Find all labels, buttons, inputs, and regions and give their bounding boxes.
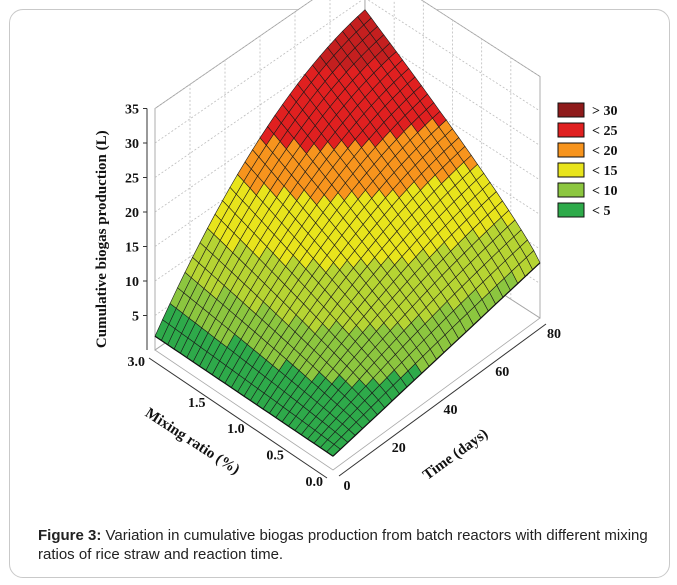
legend-label: < 20: [592, 144, 617, 159]
legend-swatch: [557, 102, 585, 118]
y-axis-label: Mixing ratio (%): [142, 405, 242, 478]
surface-plot: 5 10 15 20 25 30 35 Cumulative biogas productio…: [94, 0, 617, 494]
y-tick-label: 0.5: [266, 449, 284, 464]
legend-label: < 5: [592, 204, 610, 219]
z-tick-label: 10: [125, 275, 139, 290]
z-tick-label: 35: [125, 103, 139, 118]
legend-label: < 10: [592, 184, 617, 199]
surface-mesh: [154, 9, 541, 457]
y-tick-label: 1.0: [227, 422, 245, 437]
legend-swatch: [557, 142, 585, 158]
caption-label: Figure 3:: [38, 527, 102, 544]
z-tick-label: 30: [125, 137, 139, 152]
x-tick-label: 80: [547, 327, 561, 342]
x-tick-label: 40: [444, 403, 458, 418]
legend-label: < 15: [592, 164, 617, 179]
y-tick-label: 1.5: [188, 396, 206, 411]
legend-swatch: [557, 122, 585, 138]
z-tick-label: 20: [125, 206, 139, 221]
legend-label: > 30: [592, 104, 617, 119]
figure-caption: Figure 3: Variation in cumulative biogas…: [38, 526, 658, 564]
surface-edge: [154, 335, 334, 457]
grid-line: [367, 0, 541, 112]
legend-swatch: [557, 182, 585, 198]
z-tick-label: 25: [125, 172, 139, 187]
legend: > 30 < 25 < 20 < 15 < 10 < 5: [557, 102, 617, 219]
y-tick-label: 3.0: [128, 355, 146, 370]
legend-swatch: [557, 162, 585, 178]
x-tick-label: 60: [495, 365, 509, 380]
legend-label: < 25: [592, 124, 617, 139]
x-axis: [338, 323, 547, 477]
legend-swatch: [557, 202, 585, 218]
z-tick-label: 15: [125, 241, 139, 256]
x-tick-label: 0: [344, 479, 351, 494]
y-axis: [148, 357, 328, 479]
y-tick-label: 0.0: [306, 475, 324, 490]
z-axis-label: Cumulative biogas production (L): [94, 130, 110, 348]
grid-line: [154, 0, 363, 144]
caption-text: Variation in cumulative biogas productio…: [38, 527, 648, 563]
z-tick-label: 5: [132, 310, 139, 325]
x-tick-label: 20: [392, 441, 406, 456]
surface-edge: [332, 262, 541, 457]
x-axis-label: Time (days): [420, 426, 491, 484]
